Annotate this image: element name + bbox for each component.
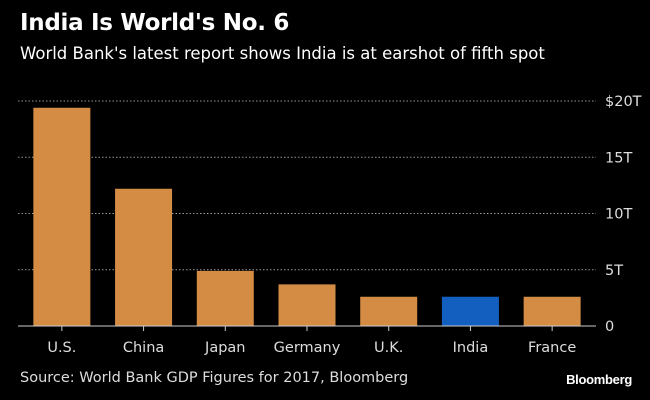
bar-india (441, 296, 499, 326)
x-tick-label: U.K. (374, 340, 403, 356)
y-tick-label: 0 (605, 319, 614, 335)
chart-title: India Is World's No. 6 (20, 10, 290, 36)
source-note: Source: World Bank GDP Figures for 2017,… (20, 370, 409, 386)
x-tick-label: India (453, 340, 489, 356)
bar-germany (278, 284, 336, 326)
bloomberg-logo: Bloomberg (566, 372, 632, 387)
chart-subtitle: World Bank's latest report shows India i… (20, 44, 545, 63)
y-tick-label: $20T (605, 94, 642, 110)
x-tick-label: China (123, 340, 164, 356)
y-tick-label: 10T (605, 207, 632, 223)
x-tick-label: France (528, 340, 576, 356)
bar-us (33, 107, 91, 326)
y-tick-label: 5T (605, 263, 623, 279)
bar-japan (196, 270, 254, 326)
bar-china (115, 188, 173, 326)
bar-uk (360, 296, 418, 326)
x-tick-label: Japan (204, 340, 245, 356)
bar-france (523, 296, 581, 326)
x-tick-label: U.S. (47, 340, 76, 356)
y-tick-label: 15T (605, 150, 632, 166)
x-tick-label: Germany (274, 340, 341, 356)
